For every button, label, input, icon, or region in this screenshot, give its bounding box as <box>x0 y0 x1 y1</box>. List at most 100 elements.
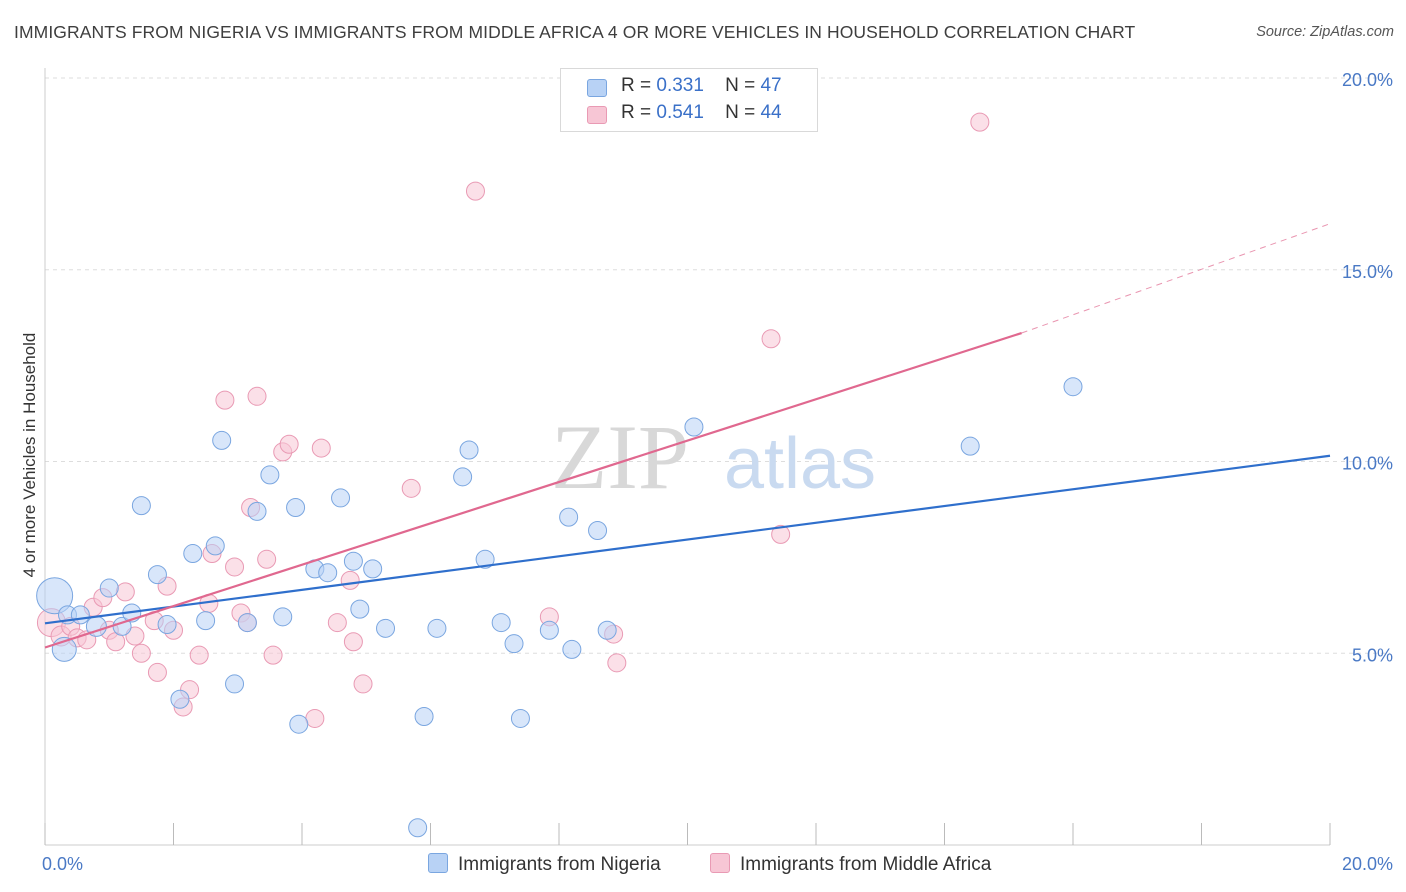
point-middle-africa <box>340 570 360 590</box>
point-nigeria <box>427 618 447 638</box>
point-middle-africa <box>263 645 283 665</box>
y-tick-label: 15.0% <box>1342 262 1393 282</box>
point-middle-africa <box>401 478 421 498</box>
trend-lines <box>44 223 1331 649</box>
bottom-legend-label-nigeria: Immigrants from Nigeria <box>458 854 661 875</box>
point-nigeria <box>453 467 473 487</box>
point-nigeria <box>183 544 203 564</box>
x-tick-label-min: 0.0% <box>42 854 83 874</box>
point-nigeria <box>196 611 216 631</box>
legend-swatch-nigeria <box>587 79 607 97</box>
point-middle-africa <box>125 626 145 646</box>
legend-r-label: R = <box>621 102 652 123</box>
legend: R = 0.331 N = 47 R = 0.541 N = 44 <box>560 68 818 132</box>
legend-n-label: N = <box>725 75 756 96</box>
point-nigeria <box>562 639 582 659</box>
point-middle-africa <box>607 653 627 673</box>
point-middle-africa <box>115 582 135 602</box>
point-nigeria <box>147 565 167 585</box>
point-middle-africa <box>465 181 485 201</box>
trend-line-nigeria <box>44 454 1331 625</box>
point-nigeria <box>504 634 524 654</box>
point-nigeria <box>588 521 608 541</box>
point-nigeria <box>260 465 280 485</box>
point-nigeria <box>343 551 363 571</box>
point-nigeria <box>289 714 309 734</box>
point-nigeria <box>237 613 257 633</box>
point-nigeria <box>286 498 306 518</box>
point-middle-africa <box>247 386 267 406</box>
tick-labels: 5.0% 10.0% 15.0% 20.0% 0.0% 20.0% <box>42 70 1393 874</box>
point-nigeria <box>205 536 225 556</box>
bottom-legend-swatch-middle-africa <box>710 853 730 873</box>
point-nigeria <box>408 818 428 838</box>
point-nigeria <box>212 430 232 450</box>
bottom-legend-middle-africa: Immigrants from Middle Africa <box>710 853 991 876</box>
y-tick-label: 20.0% <box>1342 70 1393 90</box>
bottom-legend-swatch-nigeria <box>428 853 448 873</box>
legend-n-label: N = <box>725 102 756 123</box>
point-middle-africa <box>225 557 245 577</box>
legend-r-value: 0.541 <box>656 102 704 123</box>
x-tick-label-max: 20.0% <box>1342 854 1393 874</box>
point-middle-africa <box>257 549 277 569</box>
point-nigeria <box>36 577 74 615</box>
point-middle-africa <box>305 708 325 728</box>
point-nigeria <box>131 496 151 516</box>
point-nigeria <box>376 618 396 638</box>
point-nigeria <box>99 578 119 598</box>
point-middle-africa <box>327 613 347 633</box>
point-middle-africa <box>343 632 363 652</box>
point-nigeria <box>170 689 190 709</box>
point-middle-africa <box>970 112 990 132</box>
point-nigeria <box>273 607 293 627</box>
point-nigeria <box>225 674 245 694</box>
point-nigeria <box>597 620 617 640</box>
point-nigeria <box>960 436 980 456</box>
legend-swatch-middle-africa <box>587 106 607 124</box>
legend-n-value: 47 <box>760 75 782 96</box>
gridlines <box>45 77 1390 654</box>
point-nigeria <box>414 707 434 727</box>
point-nigeria <box>247 501 267 521</box>
point-nigeria <box>459 440 479 460</box>
watermark-atlas: atlas <box>724 424 876 504</box>
point-nigeria <box>1063 377 1083 397</box>
bottom-legend-label-middle-africa: Immigrants from Middle Africa <box>740 854 992 875</box>
point-nigeria <box>475 549 495 569</box>
point-nigeria <box>539 620 559 640</box>
point-nigeria <box>363 559 383 579</box>
legend-r-value: 0.331 <box>656 75 704 96</box>
point-nigeria <box>684 417 704 437</box>
source-label: Source: ZipAtlas.com <box>1256 24 1394 40</box>
legend-r-label: R = <box>621 75 652 96</box>
trend-line-middle-africa <box>44 331 1022 649</box>
point-nigeria <box>157 614 177 634</box>
point-middle-africa <box>353 674 373 694</box>
point-nigeria <box>331 488 351 508</box>
point-middle-africa <box>189 645 209 665</box>
point-middle-africa <box>311 438 331 458</box>
bottom-legend-nigeria: Immigrants from Nigeria <box>428 853 661 876</box>
point-nigeria <box>491 613 511 633</box>
watermark-zip: ZIP <box>551 406 689 508</box>
y-axis-title: 4 or more Vehicles in Household <box>20 333 39 578</box>
y-tick-label: 5.0% <box>1352 645 1393 665</box>
point-nigeria <box>318 563 338 583</box>
point-middle-africa <box>279 434 299 454</box>
point-nigeria <box>350 599 370 619</box>
point-middle-africa <box>147 662 167 682</box>
point-middle-africa <box>761 329 781 349</box>
axes <box>44 68 1331 846</box>
point-middle-africa <box>131 643 151 663</box>
watermark: ZIP atlas <box>551 406 876 508</box>
point-nigeria <box>559 507 579 527</box>
point-middle-africa <box>771 524 791 544</box>
legend-n-value: 44 <box>760 102 782 123</box>
y-tick-label: 10.0% <box>1342 454 1393 474</box>
point-nigeria <box>510 708 530 728</box>
point-middle-africa <box>215 390 235 410</box>
trend-line-middle-africa-extension <box>1021 223 1331 334</box>
point-nigeria <box>70 605 90 625</box>
